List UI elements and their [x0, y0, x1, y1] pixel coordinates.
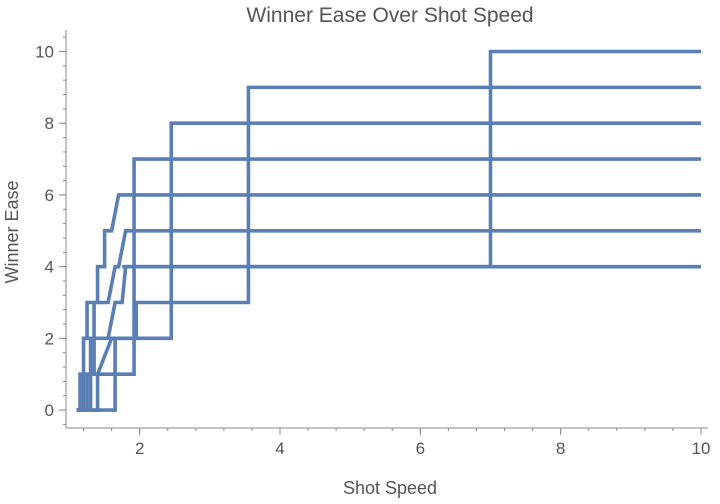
x-tick-label: 6: [416, 439, 425, 458]
x-axis-label: Shot Speed: [343, 478, 437, 498]
x-tick-label: 8: [556, 439, 565, 458]
ticks: 2 4 6 8 10 0 2 4 6 8 10: [35, 36, 711, 458]
x-tick-label: 2: [135, 439, 144, 458]
series-line-2: [76, 228, 701, 412]
axes: [65, 30, 708, 429]
y-tick-label: 10: [35, 43, 54, 62]
series-line-3: [76, 264, 701, 412]
series-line-7: [122, 49, 701, 269]
y-tick-label: 8: [45, 114, 54, 133]
series-group: [76, 49, 701, 412]
y-tick-label: 6: [45, 186, 54, 205]
x-tick-label: 10: [692, 439, 711, 458]
chart-title: Winner Ease Over Shot Speed: [246, 4, 533, 27]
y-axis-label: Winner Ease: [2, 180, 22, 283]
y-tick-label: 2: [45, 329, 54, 348]
y-tick-label: 0: [45, 401, 54, 420]
series-line-6: [76, 157, 701, 412]
x-tick-label: 4: [275, 439, 284, 458]
y-tick-label: 4: [45, 258, 54, 277]
